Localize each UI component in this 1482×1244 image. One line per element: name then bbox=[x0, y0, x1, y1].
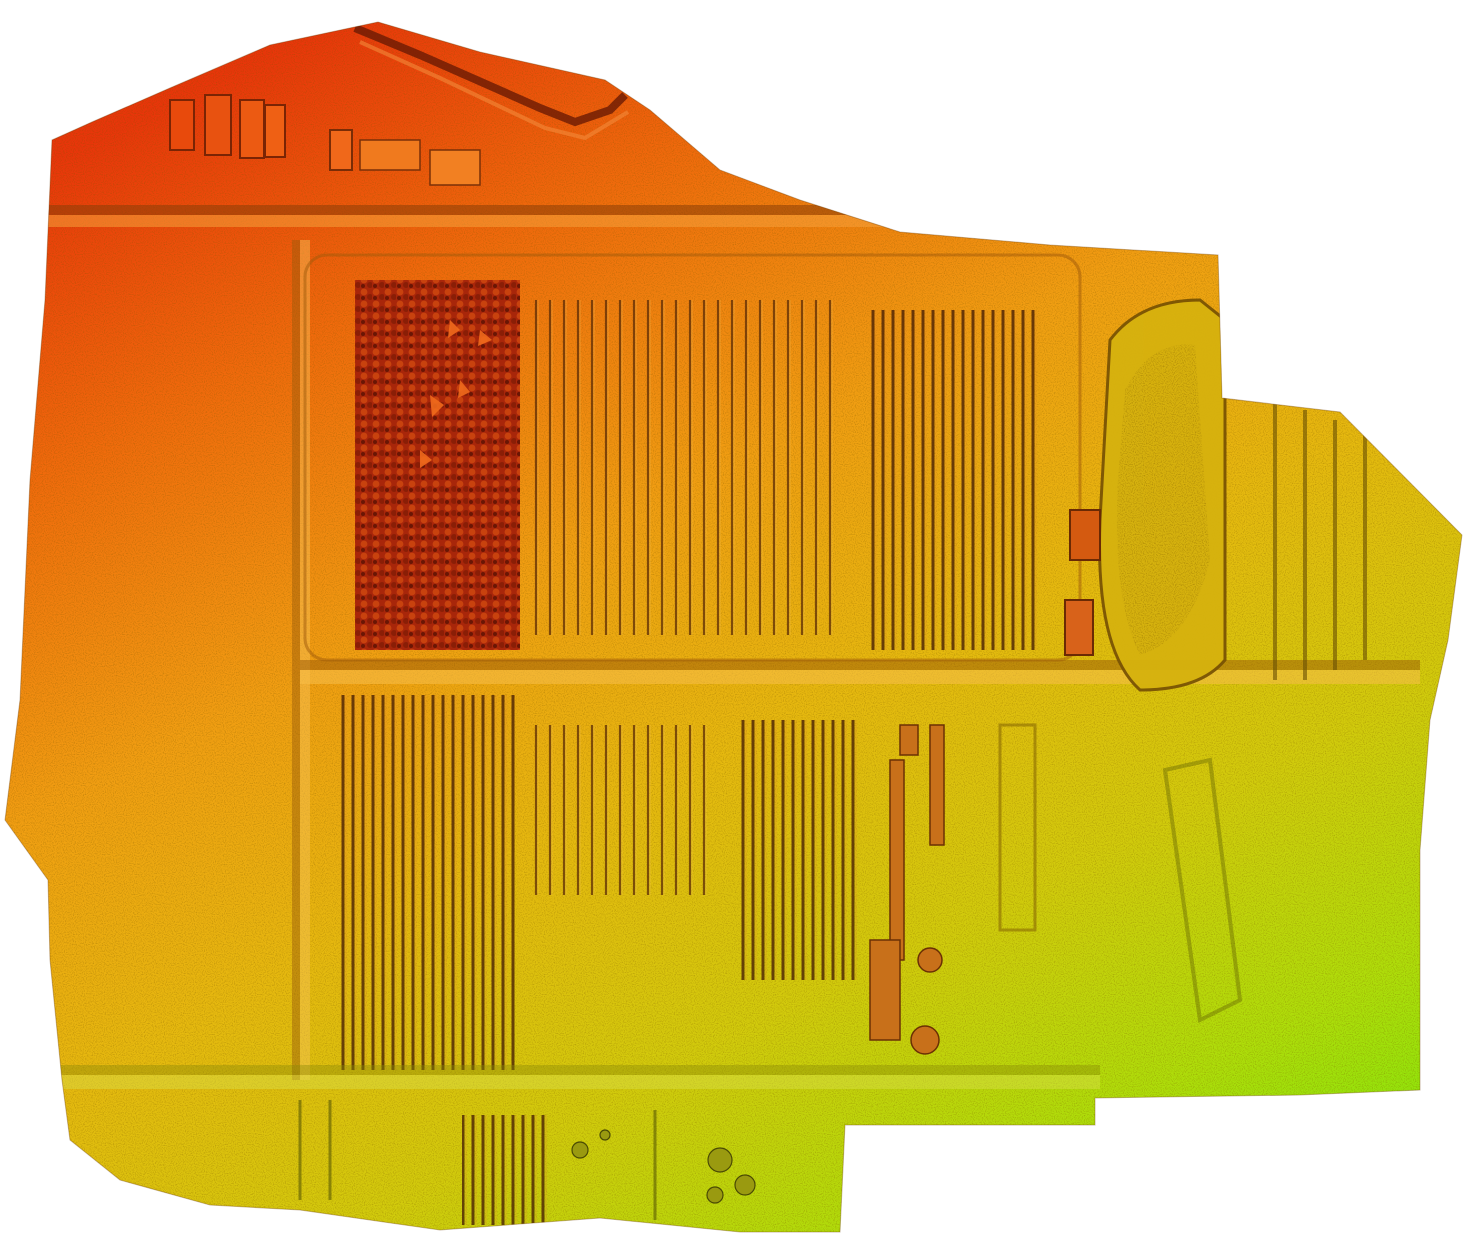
tree-line-south bbox=[869, 724, 945, 1055]
field-rows-center bbox=[530, 300, 840, 635]
field-rows-south-b bbox=[525, 725, 715, 895]
field-rows-south-c bbox=[740, 720, 860, 980]
building-cluster-north bbox=[169, 94, 481, 186]
road-horizontal-lower bbox=[60, 1065, 1100, 1089]
map-boundary bbox=[4, 21, 1463, 1233]
field-rows-south-a bbox=[340, 695, 515, 1070]
field-rows-east bbox=[868, 310, 1038, 650]
field-orchard-dark bbox=[355, 280, 520, 650]
pond-east bbox=[1064, 298, 1227, 692]
field-rows-bottom bbox=[462, 1115, 547, 1225]
road-north-diagonal bbox=[353, 24, 628, 127]
